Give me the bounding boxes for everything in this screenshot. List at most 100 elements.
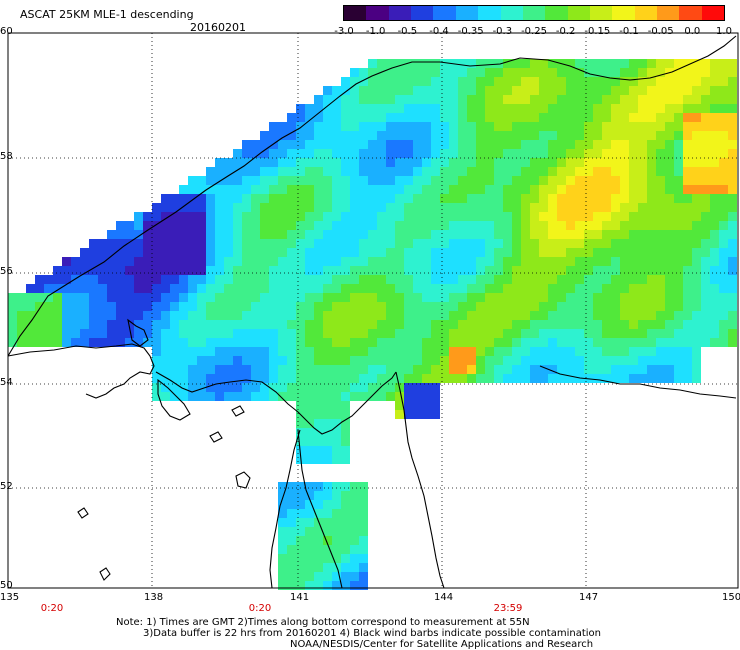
data-pixel (719, 248, 728, 257)
data-pixel (674, 95, 683, 104)
data-pixel (548, 266, 557, 275)
data-pixel (593, 239, 602, 248)
data-pixel (413, 401, 422, 410)
data-pixel (332, 347, 341, 356)
data-pixel (323, 455, 332, 464)
data-pixel (503, 104, 512, 113)
data-pixel (719, 221, 728, 230)
data-pixel (494, 158, 503, 167)
data-pixel (503, 176, 512, 185)
data-pixel (404, 203, 413, 212)
data-pixel (557, 86, 566, 95)
data-pixel (251, 239, 260, 248)
data-pixel (620, 293, 629, 302)
data-pixel (179, 302, 188, 311)
data-pixel (449, 113, 458, 122)
data-pixel (260, 131, 269, 140)
data-pixel (692, 338, 701, 347)
data-pixel (557, 167, 566, 176)
data-pixel (422, 320, 431, 329)
data-pixel (674, 167, 683, 176)
data-pixel (278, 257, 287, 266)
data-pixel (224, 167, 233, 176)
data-pixel (710, 95, 719, 104)
data-pixel (521, 131, 530, 140)
data-pixel (332, 275, 341, 284)
data-pixel (521, 86, 530, 95)
data-pixel (701, 59, 710, 68)
data-pixel (179, 230, 188, 239)
data-pixel (260, 230, 269, 239)
data-pixel (278, 500, 287, 509)
colorbar-tick-label: -0.05 (647, 26, 674, 37)
colorbar-segment (388, 6, 412, 20)
data-pixel (476, 320, 485, 329)
data-pixel (584, 320, 593, 329)
data-pixel (719, 95, 728, 104)
data-pixel (404, 284, 413, 293)
data-pixel (575, 203, 584, 212)
data-pixel (530, 203, 539, 212)
data-pixel (269, 347, 278, 356)
data-pixel (242, 158, 251, 167)
data-pixel (539, 131, 548, 140)
data-pixel (485, 365, 494, 374)
data-pixel (296, 365, 305, 374)
data-pixel (323, 320, 332, 329)
data-pixel (485, 113, 494, 122)
data-pixel (692, 356, 701, 365)
data-pixel (575, 140, 584, 149)
data-pixel (476, 230, 485, 239)
data-pixel (278, 149, 287, 158)
data-pixel (179, 293, 188, 302)
data-pixel (305, 581, 314, 590)
data-pixel (548, 194, 557, 203)
data-pixel (377, 176, 386, 185)
data-pixel (233, 239, 242, 248)
data-pixel (287, 275, 296, 284)
data-pixel (296, 527, 305, 536)
data-pixel (602, 59, 611, 68)
data-pixel (233, 383, 242, 392)
data-pixel (431, 77, 440, 86)
data-pixel (548, 185, 557, 194)
data-pixel (665, 293, 674, 302)
data-pixel (593, 131, 602, 140)
data-pixel (620, 257, 629, 266)
data-pixel (602, 68, 611, 77)
data-pixel (332, 293, 341, 302)
data-pixel (386, 176, 395, 185)
data-pixel (629, 320, 638, 329)
data-pixel (368, 383, 377, 392)
data-pixel (431, 185, 440, 194)
data-pixel (467, 149, 476, 158)
data-pixel (413, 275, 422, 284)
data-pixel (107, 275, 116, 284)
data-pixel (215, 275, 224, 284)
data-pixel (305, 185, 314, 194)
data-pixel (233, 275, 242, 284)
data-pixel (683, 356, 692, 365)
data-pixel (413, 383, 422, 392)
data-pixel (494, 266, 503, 275)
data-pixel (557, 347, 566, 356)
time-label: 0:20 (40, 603, 64, 614)
data-pixel (269, 257, 278, 266)
data-pixel (701, 284, 710, 293)
data-pixel (179, 383, 188, 392)
data-pixel (494, 95, 503, 104)
data-pixel (665, 185, 674, 194)
data-pixel (296, 203, 305, 212)
data-pixel (413, 248, 422, 257)
data-pixel (80, 248, 89, 257)
data-pixel (251, 194, 260, 203)
data-pixel (404, 113, 413, 122)
data-pixel (620, 104, 629, 113)
data-pixel (197, 374, 206, 383)
data-pixel (548, 95, 557, 104)
data-pixel (656, 122, 665, 131)
data-pixel (683, 302, 692, 311)
data-pixel (224, 248, 233, 257)
data-pixel (206, 365, 215, 374)
data-pixel (296, 491, 305, 500)
